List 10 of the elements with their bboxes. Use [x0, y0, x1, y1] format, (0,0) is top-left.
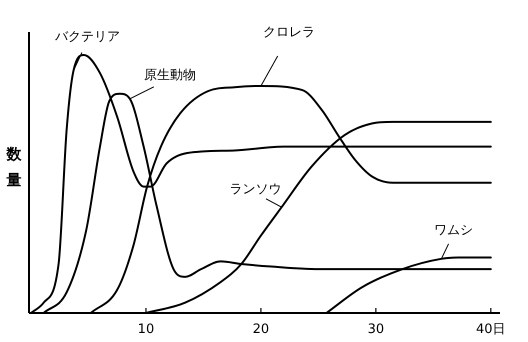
- x-tick-label: 10: [138, 322, 154, 337]
- x-tick-label: 20: [252, 322, 270, 337]
- series-label: ワムシ: [434, 222, 473, 238]
- y-axis-title: 数量: [6, 145, 22, 189]
- series-label: 原生動物: [144, 68, 196, 83]
- x-tick-label: 40日: [476, 322, 506, 337]
- series-label: バクテリア: [54, 29, 120, 44]
- x-tick-label: 30: [368, 322, 384, 337]
- series-label: ランソウ: [230, 182, 282, 198]
- text: クロレラ: [262, 24, 315, 40]
